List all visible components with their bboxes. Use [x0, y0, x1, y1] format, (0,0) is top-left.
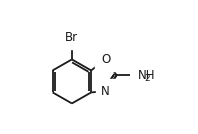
Text: Br: Br [65, 31, 78, 44]
Text: 2: 2 [145, 74, 150, 83]
Text: O: O [101, 53, 110, 66]
Text: NH: NH [138, 69, 155, 82]
Text: N: N [101, 85, 110, 98]
